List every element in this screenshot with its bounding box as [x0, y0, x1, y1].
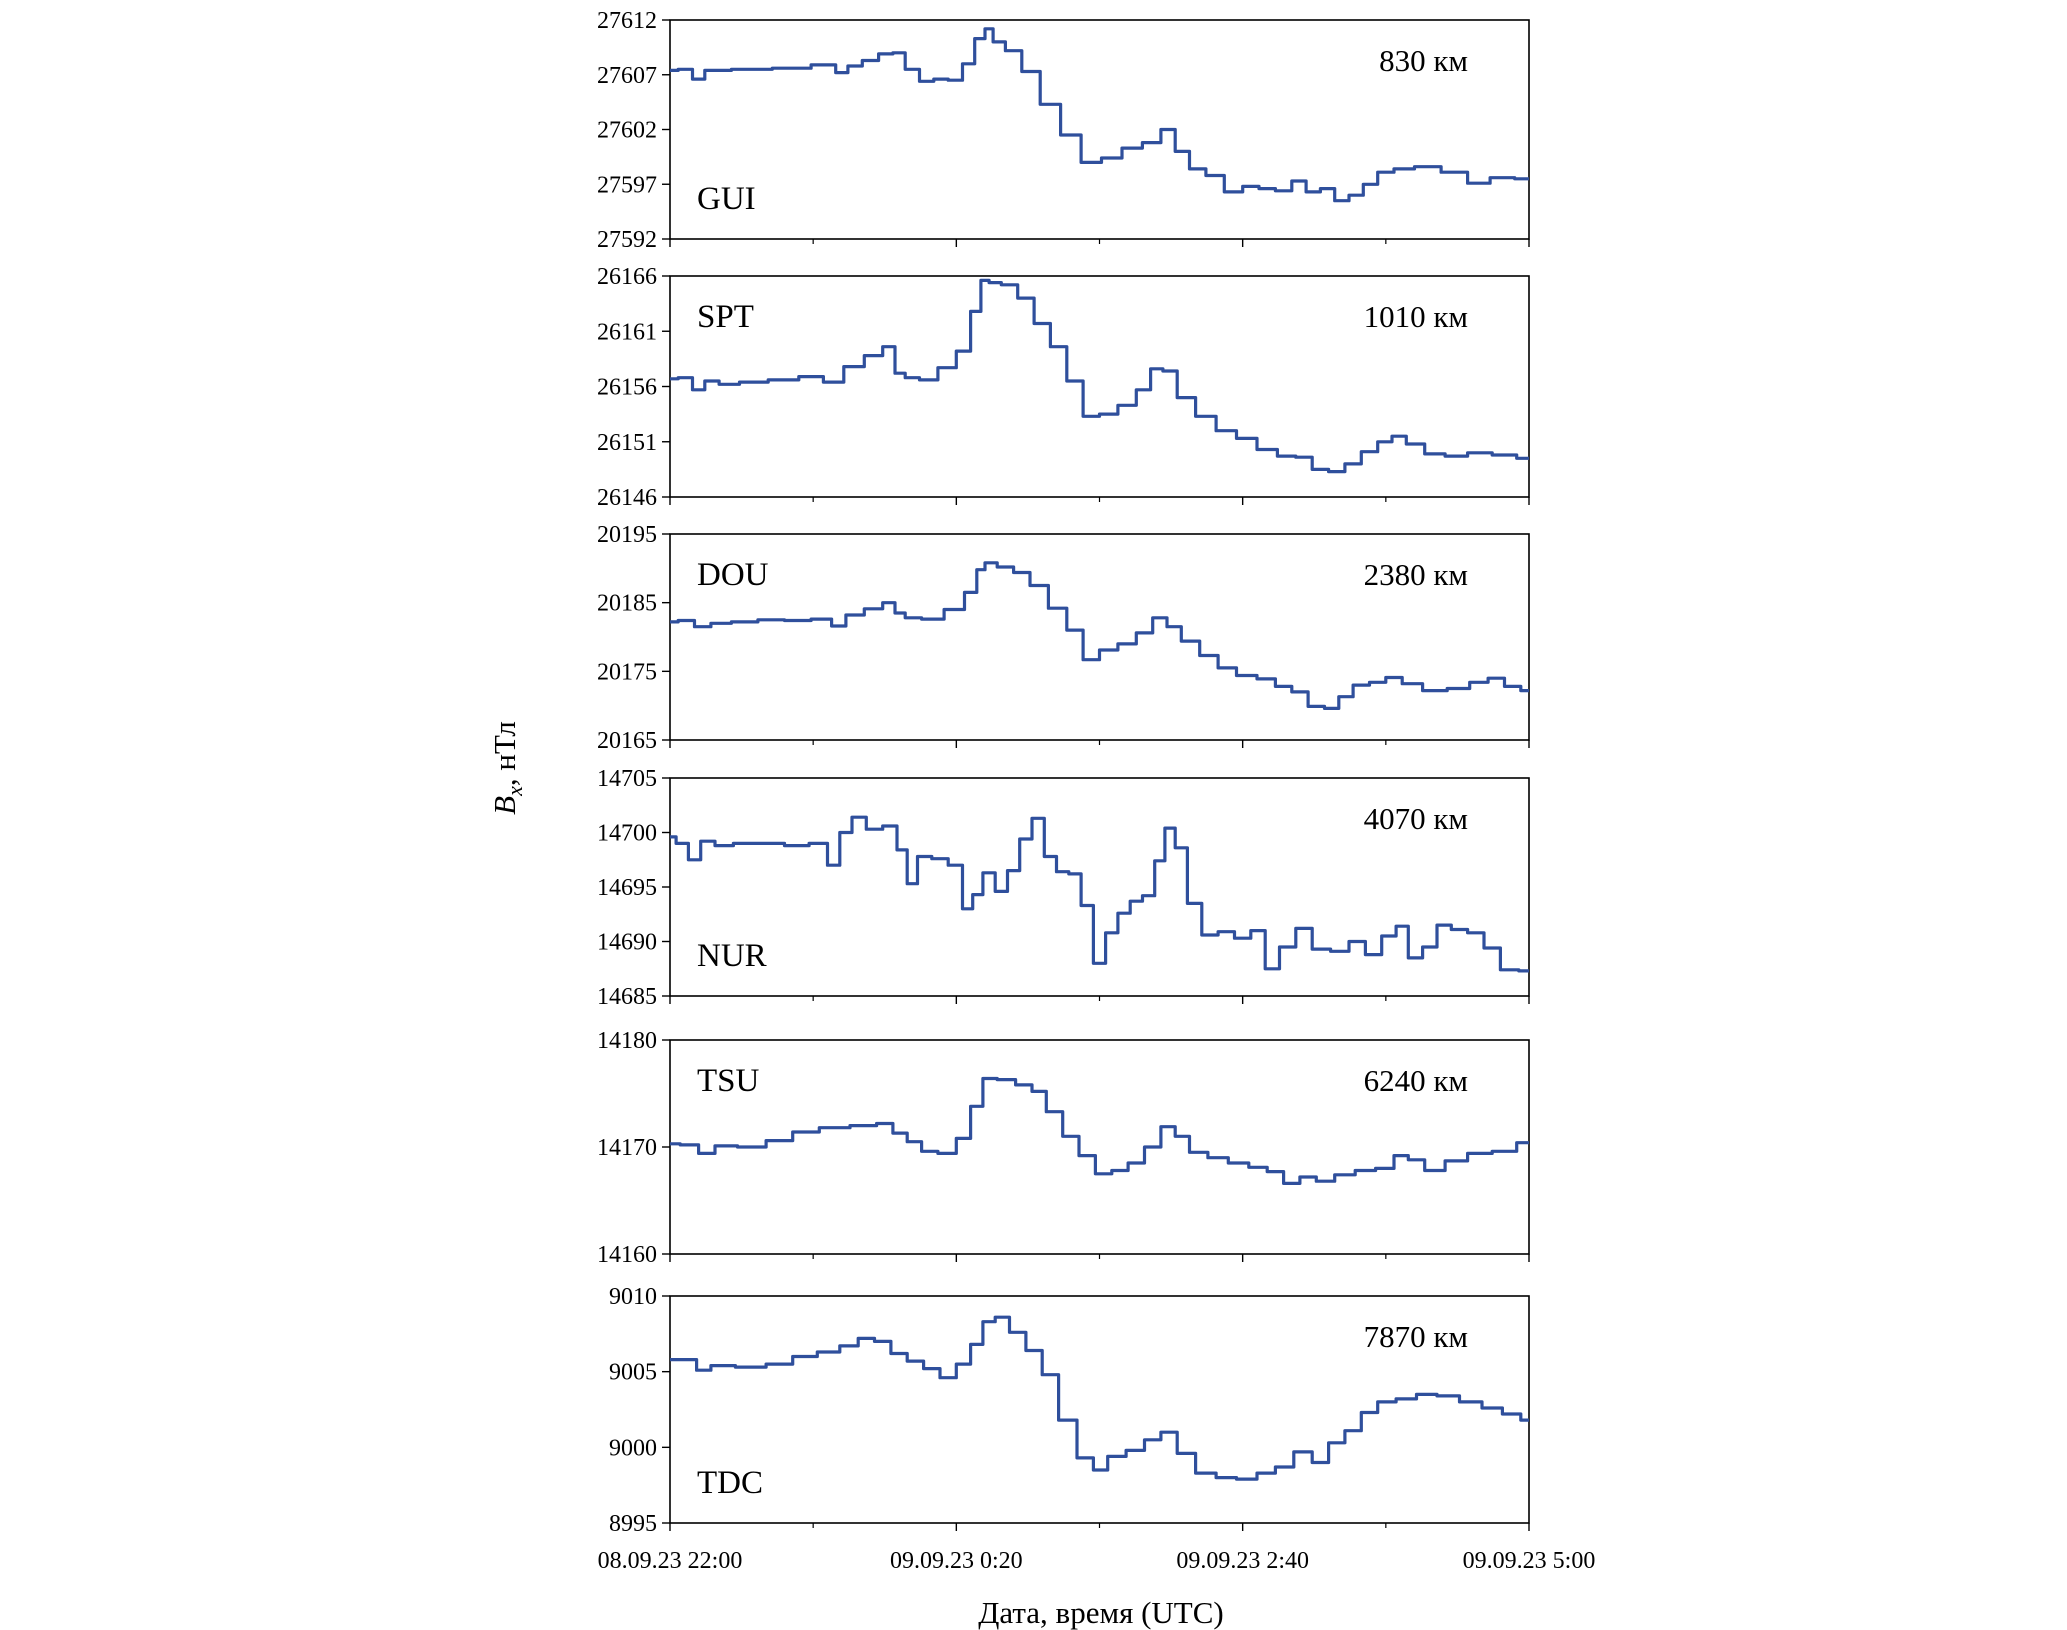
station-label: DOU — [697, 557, 769, 593]
distance-label: 6240 км — [1364, 1063, 1468, 1098]
x-tick-label: 09.09.23 0:20 — [890, 1548, 1023, 1574]
x-tick-label: 09.09.23 5:00 — [1463, 1548, 1596, 1574]
y-tick-label: 14685 — [597, 984, 657, 1010]
y-tick-label: 27612 — [597, 8, 657, 34]
y-tick-label: 14695 — [597, 875, 657, 901]
station-label: TSU — [697, 1063, 760, 1099]
y-tick-label: 9000 — [609, 1435, 657, 1461]
distance-label: 4070 км — [1364, 801, 1468, 836]
y-axis-title-unit: , нТл — [487, 721, 522, 786]
station-label: GUI — [697, 181, 756, 217]
y-tick-label: 8995 — [609, 1511, 657, 1537]
y-tick-label: 27592 — [597, 227, 657, 253]
y-axis-title-subscript: x — [502, 786, 527, 797]
y-tick-label: 27597 — [597, 172, 657, 198]
distance-label: 1010 км — [1364, 299, 1468, 334]
y-axis-title-symbol: B — [487, 796, 522, 815]
y-tick-label: 20185 — [597, 591, 657, 617]
series-line-tdc — [670, 1315, 1529, 1481]
y-tick-label: 14700 — [597, 821, 657, 847]
x-tick-label: 09.09.23 2:40 — [1176, 1548, 1309, 1574]
x-tick-label: 08.09.23 22:00 — [598, 1548, 743, 1574]
y-tick-label: 14160 — [597, 1242, 657, 1268]
y-tick-label: 20195 — [597, 522, 657, 548]
y-tick-label: 14170 — [597, 1135, 657, 1161]
series-line-gui — [670, 27, 1529, 203]
y-tick-label: 26146 — [597, 485, 657, 511]
y-tick-label: 27602 — [597, 118, 657, 144]
y-tick-label: 26161 — [597, 319, 657, 345]
distance-label: 830 км — [1379, 43, 1468, 78]
y-tick-label: 27607 — [597, 63, 657, 89]
panel-spt: 26146 26151 26156 26161 26166 SPT 1010 км — [597, 264, 1530, 511]
x-axis-title: Дата, время (UTC) — [978, 1595, 1223, 1630]
y-tick-label: 9010 — [609, 1284, 657, 1310]
distance-label: 7870 км — [1364, 1319, 1468, 1354]
panel-nur: 14685 14690 14695 14700 14705 NUR 4070 км — [597, 766, 1530, 1010]
distance-label: 2380 км — [1364, 557, 1468, 592]
y-tick-label: 26156 — [597, 375, 657, 401]
y-tick-label: 20175 — [597, 659, 657, 685]
station-label: SPT — [697, 299, 754, 335]
y-tick-label: 9005 — [609, 1360, 657, 1386]
x-axis-labels: 08.09.23 22:00 09.09.23 0:20 09.09.23 2:40… — [598, 1548, 1596, 1574]
panel-tdc: 8995 9000 9005 9010 TDC 7870 км — [609, 1284, 1530, 1537]
y-tick-label: 26151 — [597, 430, 657, 456]
y-tick-label: 20165 — [597, 728, 657, 754]
series-line-nur — [670, 815, 1529, 973]
station-label: TDC — [697, 1465, 763, 1501]
y-tick-label: 14705 — [597, 766, 657, 792]
series-line-dou — [670, 561, 1529, 710]
station-label: NUR — [697, 938, 767, 974]
y-tick-label: 14180 — [597, 1028, 657, 1054]
y-axis-title: Bx, нТл — [487, 721, 527, 815]
series-line-tsu — [670, 1076, 1529, 1185]
panel-dou: 20165 20175 20185 20195 DOU 2380 км — [597, 522, 1530, 754]
panel-gui: 27592 27597 27602 27607 27612 GUI 830 км — [597, 8, 1530, 253]
panel-tsu: 14160 14170 14180 TSU 6240 км — [597, 1028, 1530, 1268]
y-tick-label: 14690 — [597, 930, 657, 956]
series-line-spt — [670, 278, 1529, 474]
y-tick-label: 26166 — [597, 264, 657, 290]
